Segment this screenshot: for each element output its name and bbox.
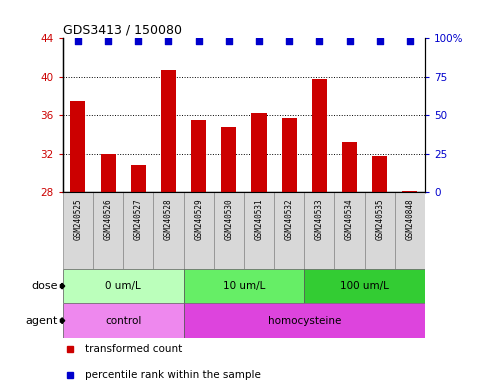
Bar xyxy=(365,192,395,269)
Text: GSM240527: GSM240527 xyxy=(134,198,143,240)
Point xyxy=(74,38,82,44)
Bar xyxy=(123,192,154,269)
Text: dose: dose xyxy=(31,281,58,291)
Text: GSM240535: GSM240535 xyxy=(375,198,384,240)
Text: control: control xyxy=(105,316,142,326)
Bar xyxy=(342,142,357,192)
Bar xyxy=(184,192,213,269)
Point xyxy=(285,38,293,44)
Bar xyxy=(244,192,274,269)
Bar xyxy=(402,191,417,192)
Text: GSM240531: GSM240531 xyxy=(255,198,264,240)
Text: 100 um/L: 100 um/L xyxy=(340,281,389,291)
Text: GDS3413 / 150080: GDS3413 / 150080 xyxy=(63,23,182,36)
Point xyxy=(346,38,354,44)
Bar xyxy=(63,192,93,269)
Text: GSM240526: GSM240526 xyxy=(103,198,113,240)
Bar xyxy=(184,269,304,303)
Bar xyxy=(131,165,146,192)
Bar xyxy=(282,118,297,192)
Text: agent: agent xyxy=(26,316,58,326)
Text: GSM240528: GSM240528 xyxy=(164,198,173,240)
Bar xyxy=(63,303,184,338)
Bar xyxy=(312,79,327,192)
Point xyxy=(315,38,323,44)
Bar xyxy=(100,154,115,192)
Text: GSM240534: GSM240534 xyxy=(345,198,354,240)
Bar xyxy=(184,303,425,338)
Bar xyxy=(191,120,206,192)
Bar xyxy=(93,192,123,269)
Text: GSM240525: GSM240525 xyxy=(73,198,83,240)
Bar xyxy=(334,192,365,269)
Bar xyxy=(274,192,304,269)
Bar xyxy=(71,101,85,192)
Text: GSM240529: GSM240529 xyxy=(194,198,203,240)
Point xyxy=(195,38,202,44)
Point xyxy=(165,38,172,44)
Text: GSM240532: GSM240532 xyxy=(284,198,294,240)
Point xyxy=(134,38,142,44)
Text: 10 um/L: 10 um/L xyxy=(223,281,265,291)
Text: percentile rank within the sample: percentile rank within the sample xyxy=(85,370,260,380)
Bar xyxy=(154,192,184,269)
Bar xyxy=(372,156,387,192)
Bar xyxy=(304,192,334,269)
Point xyxy=(255,38,263,44)
Bar xyxy=(252,113,267,192)
Point xyxy=(376,38,384,44)
Text: GSM240533: GSM240533 xyxy=(315,198,324,240)
Point xyxy=(406,38,414,44)
Point xyxy=(104,38,112,44)
Text: 0 um/L: 0 um/L xyxy=(105,281,141,291)
Bar xyxy=(63,269,184,303)
Bar xyxy=(395,192,425,269)
Bar xyxy=(213,192,244,269)
Point xyxy=(225,38,233,44)
Bar xyxy=(304,269,425,303)
Text: GSM240848: GSM240848 xyxy=(405,198,414,240)
Text: GSM240530: GSM240530 xyxy=(224,198,233,240)
Text: homocysteine: homocysteine xyxy=(268,316,341,326)
Bar xyxy=(161,70,176,192)
Bar xyxy=(221,127,236,192)
Text: transformed count: transformed count xyxy=(85,344,182,354)
